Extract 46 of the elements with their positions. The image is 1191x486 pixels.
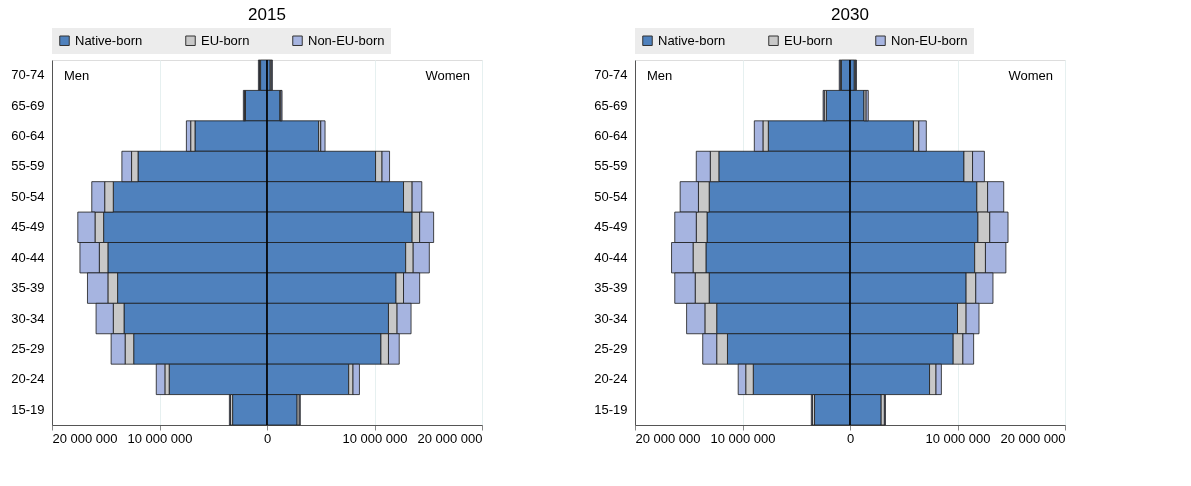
- x-tick-label: 20 000 000: [417, 430, 483, 446]
- y-tick-label: 15-19: [11, 401, 45, 417]
- legend-label: Native-born: [658, 32, 726, 48]
- y-tick-label: 40-44: [594, 249, 628, 265]
- y-tick-label: 45-49: [594, 219, 628, 235]
- x-tick-label: 20 000 000: [52, 430, 118, 446]
- y-tick-label: 20-24: [594, 371, 628, 387]
- x-tick-label: 0: [846, 430, 855, 446]
- legend-label: EU-born: [784, 32, 833, 48]
- x-tick-label: 20 000 000: [635, 430, 701, 446]
- x-tick-label: 10 000 000: [342, 430, 408, 446]
- x-tick-label: 10 000 000: [925, 430, 991, 446]
- y-tick-label: 70-74: [11, 67, 45, 83]
- y-tick-label: 35-39: [594, 280, 628, 296]
- legend-label: Native-born: [75, 32, 143, 48]
- y-tick-label: 30-34: [11, 310, 45, 326]
- y-tick-label: 65-69: [594, 97, 628, 113]
- y-tick-label: 30-34: [594, 310, 628, 326]
- y-tick-label: 25-29: [594, 340, 628, 356]
- y-tick-label: 50-54: [11, 188, 45, 204]
- annotation: Men: [64, 68, 90, 83]
- annotation: Men: [647, 68, 673, 83]
- legend-label: Non-EU-born: [308, 32, 385, 48]
- y-tick-label: 20-24: [11, 371, 45, 387]
- y-tick-label: 15-19: [594, 401, 628, 417]
- chart-title: 2030: [831, 5, 869, 24]
- y-tick-label: 60-64: [594, 128, 628, 144]
- chart-title: 2015: [248, 5, 286, 24]
- x-tick-label: 10 000 000: [127, 430, 193, 446]
- y-tick-label: 65-69: [11, 97, 45, 113]
- y-tick-label: 70-74: [594, 67, 628, 83]
- annotation: Women: [425, 68, 470, 83]
- legend-label: EU-born: [201, 32, 250, 48]
- x-tick-label: 0: [263, 430, 272, 446]
- x-tick-label: 20 000 000: [1000, 430, 1066, 446]
- y-tick-label: 35-39: [11, 280, 45, 296]
- y-tick-label: 60-64: [11, 128, 45, 144]
- y-tick-label: 55-59: [594, 158, 628, 174]
- y-tick-label: 45-49: [11, 219, 45, 235]
- x-tick-label: 10 000 000: [710, 430, 776, 446]
- y-tick-label: 40-44: [11, 249, 45, 265]
- y-tick-label: 25-29: [11, 340, 45, 356]
- y-tick-label: 55-59: [11, 158, 45, 174]
- y-tick-label: 50-54: [594, 188, 628, 204]
- legend-label: Non-EU-born: [891, 32, 968, 48]
- annotation: Women: [1008, 68, 1053, 83]
